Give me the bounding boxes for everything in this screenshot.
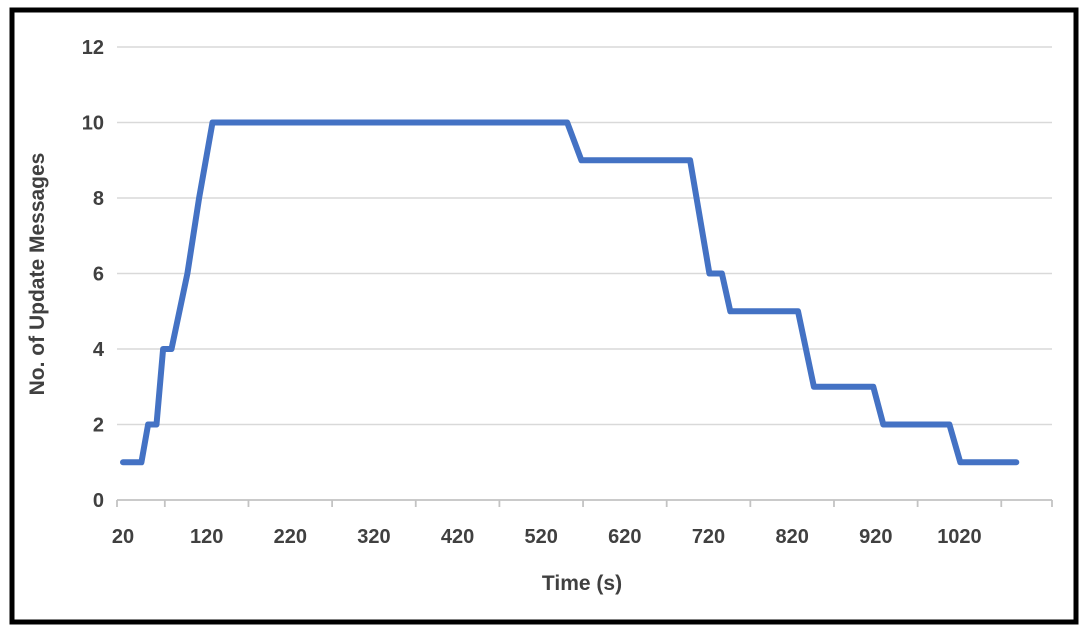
y-tick-label: 0 [93, 490, 104, 512]
y-tick-label: 10 [82, 113, 104, 135]
x-tick-label: 620 [608, 526, 641, 548]
data-line [120, 119, 1020, 466]
x-tick-label: 720 [692, 526, 725, 548]
chart-border-frame [9, 7, 1079, 625]
y-axis-title: No. of Update Messages [26, 153, 49, 396]
x-tick-label: 920 [859, 526, 892, 548]
x-tick-label: 520 [525, 526, 558, 548]
x-tick-label: 1020 [937, 526, 982, 548]
x-axis-title: Time (s) [542, 572, 622, 595]
x-axis-ticks [116, 500, 1053, 507]
x-tick-label: 20 [112, 526, 134, 548]
x-tick-label: 120 [190, 526, 223, 548]
y-tick-label: 12 [82, 37, 104, 59]
y-tick-label: 8 [93, 188, 104, 210]
y-tick-label: 2 [93, 415, 104, 437]
x-tick-label: 320 [357, 526, 390, 548]
x-tick-label: 820 [775, 526, 808, 548]
y-tick-label: 4 [93, 339, 105, 361]
y-tick-label: 6 [93, 264, 104, 286]
y-axis-tick-labels: 0 2 4 6 8 10 12 [82, 37, 105, 512]
x-tick-label: 420 [441, 526, 474, 548]
x-tick-label: 220 [274, 526, 307, 548]
x-axis-tick-labels: 20 120 220 320 420 520 620 720 820 920 1020 [112, 526, 982, 548]
